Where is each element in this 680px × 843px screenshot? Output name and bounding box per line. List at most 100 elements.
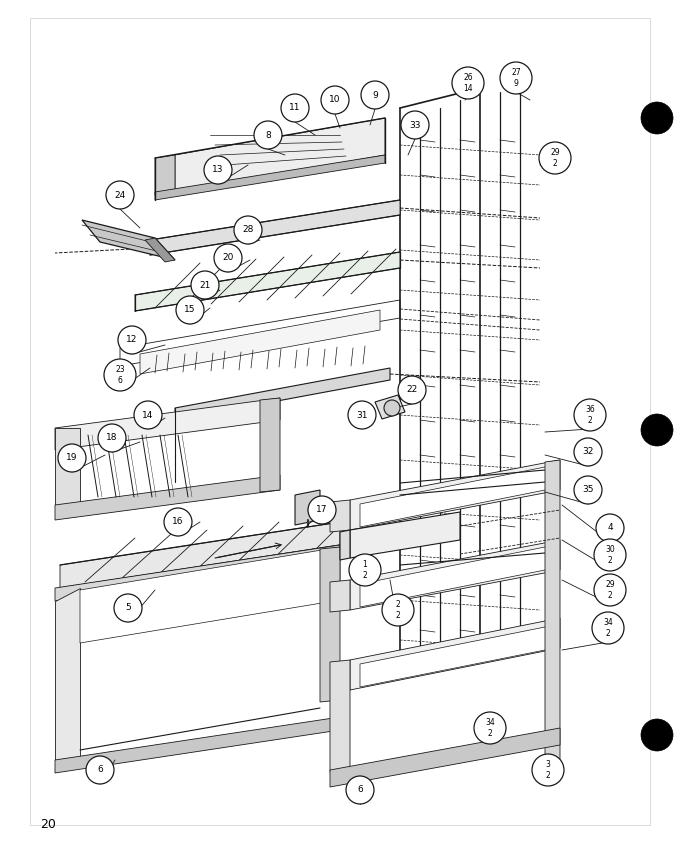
Text: 13: 13 [212,165,224,175]
Circle shape [349,554,381,586]
Circle shape [98,424,126,452]
Text: 26
14: 26 14 [463,73,473,93]
Polygon shape [350,540,560,610]
Polygon shape [55,428,80,505]
Text: 31: 31 [356,411,368,420]
Circle shape [118,326,146,354]
Circle shape [308,496,336,524]
Polygon shape [330,660,350,772]
Text: 3
2: 3 2 [545,760,550,780]
Polygon shape [30,18,650,825]
Text: 28: 28 [242,225,254,234]
Polygon shape [545,460,560,772]
Polygon shape [330,500,350,532]
Circle shape [234,216,262,244]
Text: 20: 20 [40,818,56,831]
Circle shape [348,401,376,429]
Text: 8: 8 [265,131,271,139]
Circle shape [191,271,219,299]
Text: 29
2: 29 2 [605,580,615,599]
Text: 32: 32 [582,448,594,457]
Text: 9: 9 [372,90,378,99]
Circle shape [532,754,564,786]
Polygon shape [60,522,340,588]
Text: 33: 33 [409,121,421,130]
Text: 22: 22 [407,385,418,395]
Polygon shape [360,465,555,527]
Circle shape [574,438,602,466]
Polygon shape [135,252,400,311]
Text: 29
2: 29 2 [550,148,560,168]
Circle shape [361,81,389,109]
Text: 35: 35 [582,486,594,495]
Circle shape [104,359,136,391]
Circle shape [474,712,506,744]
Polygon shape [350,512,460,558]
Text: 6: 6 [97,765,103,775]
Circle shape [594,539,626,571]
Polygon shape [330,580,350,612]
Text: 16: 16 [172,518,184,527]
Circle shape [592,612,624,644]
Circle shape [321,86,349,114]
Circle shape [574,476,602,504]
Circle shape [346,776,374,804]
Text: 21: 21 [199,281,211,289]
Text: 19: 19 [66,454,78,463]
Polygon shape [155,155,175,195]
Text: 2
2: 2 2 [396,600,401,620]
Polygon shape [350,618,560,690]
Text: 34
2: 34 2 [603,618,613,637]
Polygon shape [155,155,385,200]
Circle shape [214,244,242,272]
Polygon shape [295,490,320,525]
Circle shape [114,594,142,622]
Text: 6: 6 [357,786,363,794]
Circle shape [164,508,192,536]
Text: 12: 12 [126,336,137,345]
Text: 4: 4 [607,524,613,533]
Circle shape [401,111,429,139]
Circle shape [596,514,624,542]
Polygon shape [320,547,340,702]
Circle shape [500,62,532,94]
Polygon shape [375,395,405,419]
Polygon shape [340,530,350,560]
Circle shape [384,400,400,416]
Text: 10: 10 [329,95,341,105]
Polygon shape [260,398,280,492]
Text: 20: 20 [222,254,234,262]
Circle shape [574,399,606,431]
Text: 11: 11 [289,104,301,112]
Text: 17: 17 [316,506,328,514]
Polygon shape [55,588,80,760]
Circle shape [398,376,426,404]
Circle shape [641,102,673,134]
Text: 15: 15 [184,305,196,314]
Polygon shape [330,728,560,787]
Polygon shape [360,545,555,607]
Circle shape [281,94,309,122]
Circle shape [86,756,114,784]
Circle shape [204,156,232,184]
Circle shape [58,444,86,472]
Text: 14: 14 [142,411,154,420]
Circle shape [176,296,204,324]
Text: 36
2: 36 2 [585,405,595,425]
Polygon shape [55,717,340,773]
Polygon shape [175,118,385,192]
Polygon shape [82,220,175,260]
Circle shape [539,142,571,174]
Circle shape [641,719,673,751]
Text: 30
2: 30 2 [605,545,615,565]
Polygon shape [145,238,175,262]
Circle shape [134,401,162,429]
Circle shape [382,594,414,626]
Polygon shape [150,200,400,255]
Circle shape [594,574,626,606]
Polygon shape [80,547,340,643]
Polygon shape [55,545,340,601]
Circle shape [452,67,484,99]
Text: 34
2: 34 2 [485,718,495,738]
Polygon shape [360,625,555,687]
